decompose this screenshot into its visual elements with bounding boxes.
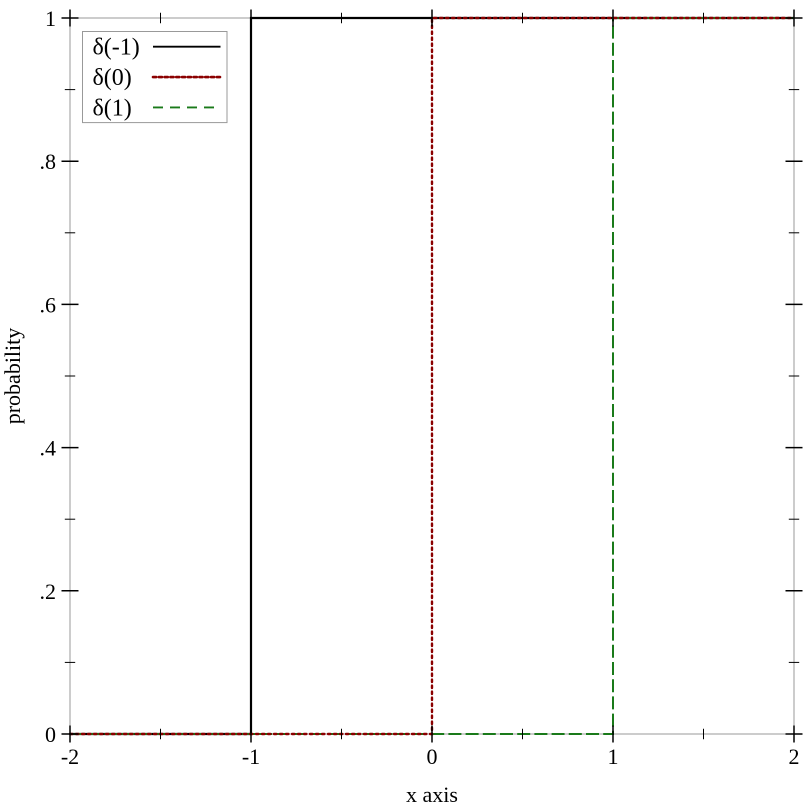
svg-text:δ(1): δ(1) [93,95,132,121]
svg-text:0: 0 [45,722,56,747]
svg-text:-2: -2 [61,744,79,769]
svg-text:-1: -1 [242,744,260,769]
svg-text:.8: .8 [40,149,57,174]
svg-text:1: 1 [45,6,56,31]
svg-text:.4: .4 [40,436,57,461]
svg-text:δ(-1): δ(-1) [93,35,140,61]
svg-text:.2: .2 [40,579,57,604]
svg-text:0: 0 [427,744,438,769]
svg-text:probability: probability [0,328,25,425]
svg-text:.6: .6 [40,292,57,317]
svg-text:δ(0): δ(0) [93,65,132,91]
svg-text:1: 1 [608,744,619,769]
svg-text:x axis: x axis [406,782,458,807]
svg-text:2: 2 [789,744,800,769]
